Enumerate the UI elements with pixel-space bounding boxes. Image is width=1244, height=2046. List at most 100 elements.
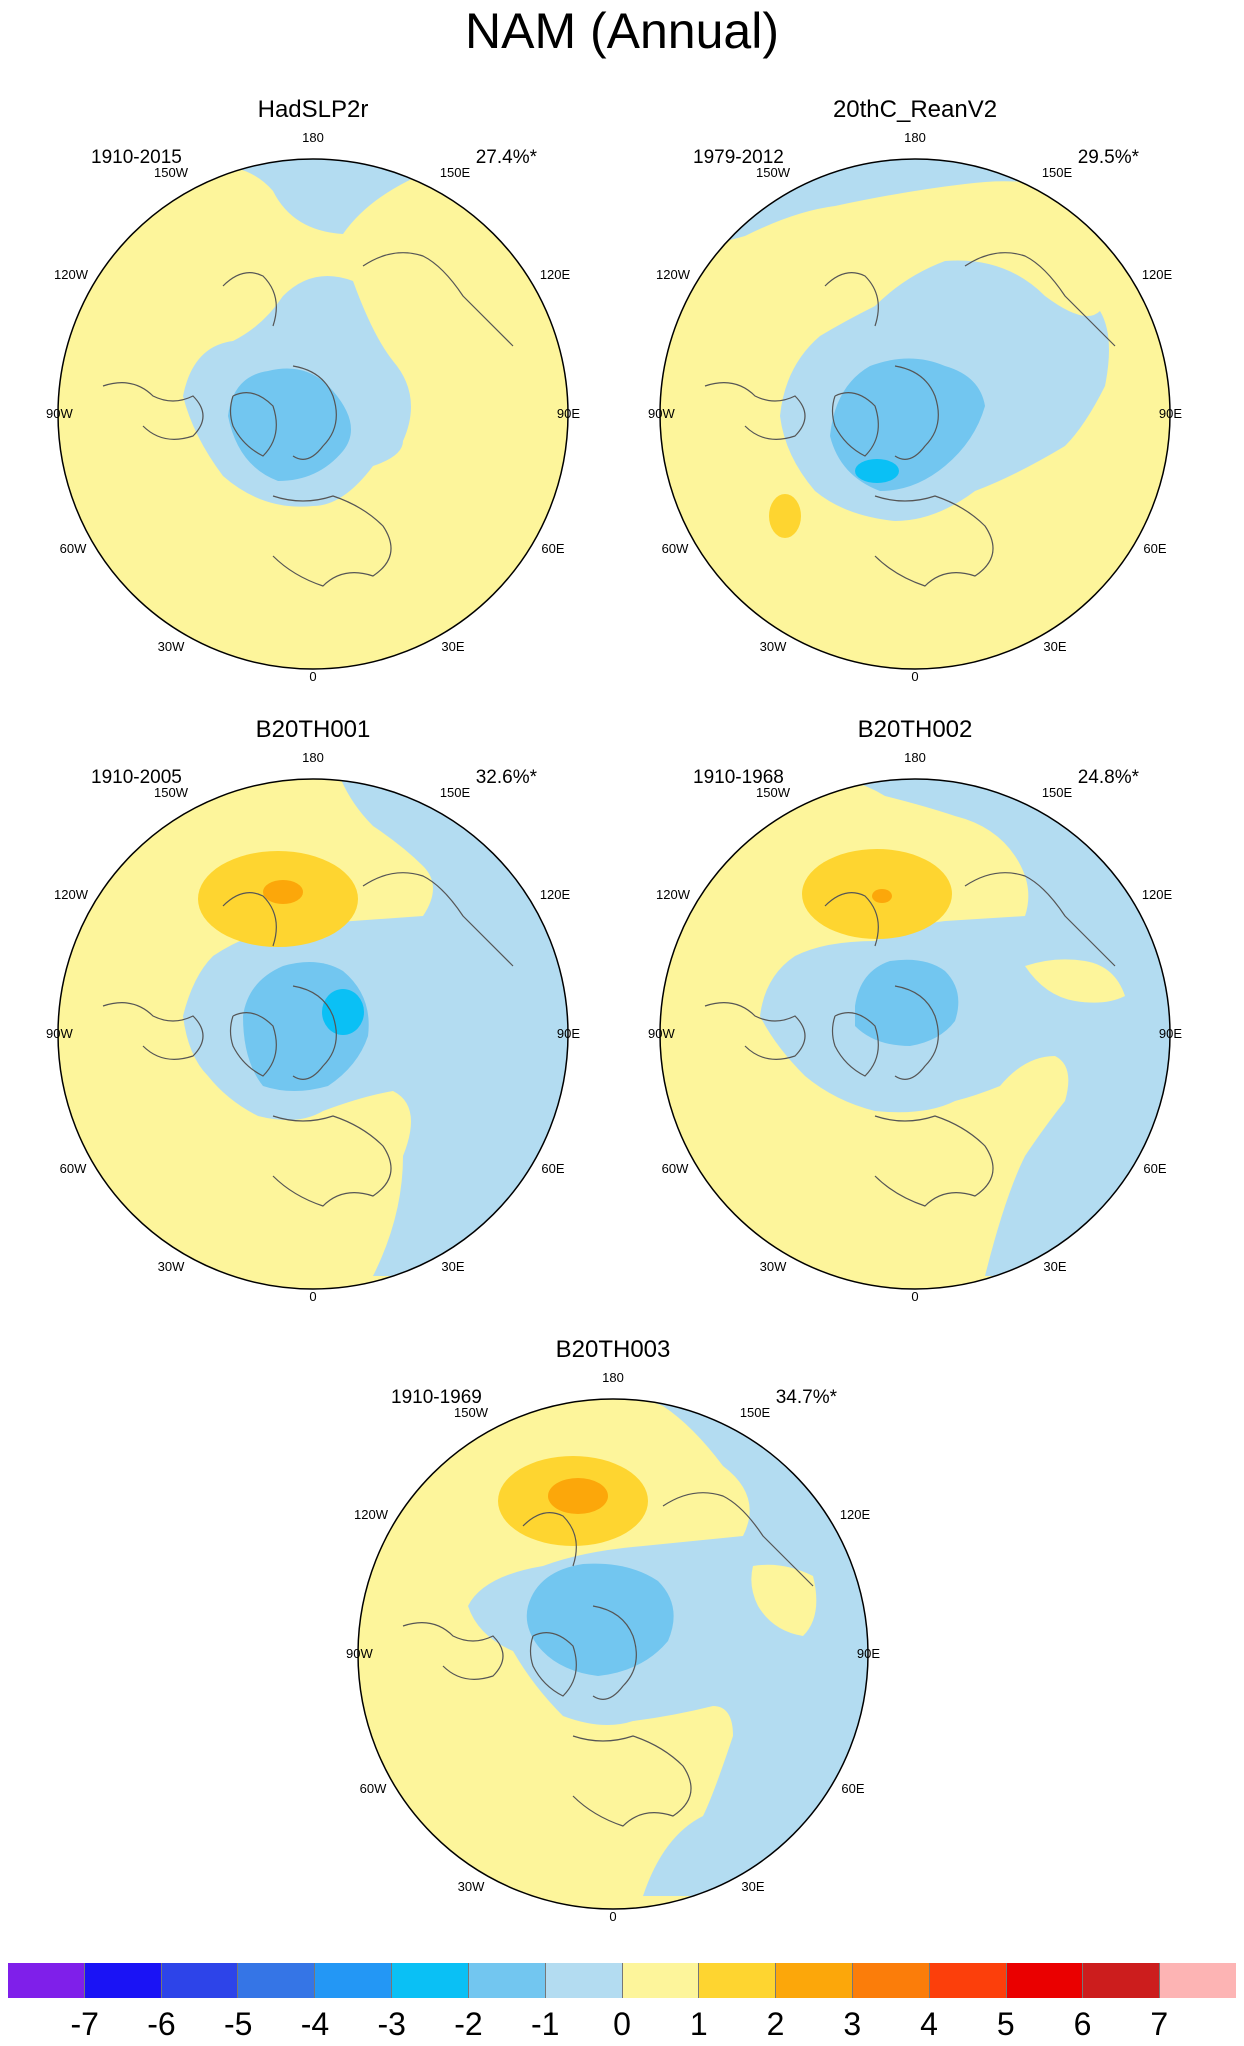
svg-text:0: 0: [309, 669, 316, 684]
colorbar-ticks: -7 -6 -5 -4 -3 -2 -1 0 1 2 3 4 5 6 7: [8, 2006, 1236, 2046]
map-boundary: [357, 1398, 869, 1910]
panel-variance: 27.4%*: [475, 147, 537, 168]
colorbar-tick-label: -6: [147, 2006, 176, 2042]
svg-text:90W: 90W: [46, 1026, 73, 1041]
colorbar: [8, 1963, 1236, 1998]
svg-text:90W: 90W: [46, 406, 73, 421]
panel-title: B20TH001: [255, 716, 371, 743]
longitude-labels: 180 150E 120E 90E 60E 30E 0 30W 60W 90W …: [46, 750, 580, 1304]
negative-region-peak: [855, 459, 899, 483]
map-panel-b20th003: B20TH003 1910-1969 34.7%* 180 150E 120E: [343, 1336, 883, 1936]
panel-variance: 24.8%*: [1077, 767, 1139, 788]
map-boundary: [659, 158, 1171, 670]
panel-title: B20TH002: [857, 716, 973, 743]
longitude-labels: 180 150E 120E 90E 60E 30E 0 30W 60W 90W …: [648, 750, 1182, 1304]
svg-text:120E: 120E: [1142, 887, 1173, 902]
coastlines: [102, 252, 514, 587]
polar-map-hadslp2r: 180 150E 120E 90E 60E 30E 0 30W 60W 90W …: [46, 130, 580, 684]
negative-region-core: [855, 959, 959, 1046]
coastlines: [704, 252, 1116, 587]
polar-map-20thc-reanv2: 180 150E 120E 90E 60E 30E 0 30W 60W 90W …: [648, 130, 1182, 684]
panel-variance: 29.5%*: [1077, 147, 1139, 168]
svg-text:60W: 60W: [662, 541, 689, 556]
colorbar-tick-label: -2: [454, 2006, 483, 2042]
colorbar-tick-label: 2: [766, 2006, 785, 2042]
svg-text:90W: 90W: [648, 406, 675, 421]
positive-region-core: [769, 494, 801, 538]
longitude-labels: 180 150E 120E 90E 60E 30E 0 30W 60W 90W …: [46, 130, 580, 684]
svg-text:150E: 150E: [1042, 785, 1073, 800]
svg-text:0: 0: [609, 1909, 616, 1924]
svg-text:90E: 90E: [1159, 1026, 1182, 1041]
colorbar-tick-label: -7: [70, 2006, 99, 2042]
negative-region-core: [228, 368, 351, 481]
panel-title: HadSLP2r: [257, 96, 369, 123]
svg-text:90W: 90W: [648, 1026, 675, 1041]
main-title: NAM (Annual): [465, 3, 779, 59]
svg-text:120W: 120W: [354, 1507, 389, 1522]
negative-region: [183, 779, 568, 1276]
svg-text:60E: 60E: [1143, 541, 1166, 556]
negative-region: [468, 1399, 868, 1896]
positive-region-peak: [548, 1478, 608, 1514]
map-panel-hadslp2r: HadSLP2r 1910-2015 27.4%* 180 150E 120E …: [43, 96, 583, 696]
colorbar-swatch: [238, 1963, 316, 1998]
colorbar-swatch: [1083, 1963, 1161, 1998]
colorbar-swatch: [8, 1963, 85, 1998]
positive-region-peak: [872, 889, 892, 903]
colorbar-tick-label: 5: [996, 2006, 1015, 2042]
svg-text:180: 180: [602, 1370, 624, 1385]
polar-map-b20th001: 180 150E 120E 90E 60E 30E 0 30W 60W 90W …: [46, 750, 580, 1304]
colorbar-swatch: [468, 1963, 546, 1998]
svg-text:60W: 60W: [662, 1161, 689, 1176]
map-boundary: [659, 778, 1171, 1290]
colorbar-swatch: [776, 1963, 853, 1998]
negative-region-core: [526, 1563, 674, 1676]
panel-period: 1910-2015: [91, 147, 182, 168]
colorbar-tick-label: -4: [300, 2006, 330, 2042]
svg-text:60W: 60W: [60, 541, 87, 556]
svg-text:120W: 120W: [656, 267, 691, 282]
svg-text:120E: 120E: [1142, 267, 1173, 282]
colorbar-tick-label: 6: [1073, 2006, 1092, 2042]
colorbar-tick-label: 0: [613, 2006, 631, 2042]
colorbar-tick-label: 3: [843, 2006, 862, 2042]
svg-text:150E: 150E: [440, 165, 471, 180]
colorbar-tick-label: 7: [1150, 2006, 1169, 2042]
colorbar-swatch: [699, 1963, 777, 1998]
svg-text:150W: 150W: [154, 165, 189, 180]
coastlines: [402, 1492, 814, 1827]
svg-text:150W: 150W: [454, 1405, 489, 1420]
svg-text:180: 180: [302, 130, 324, 145]
longitude-labels: 180 150E 120E 90E 60E 30E 0 30W 60W 90W …: [648, 130, 1182, 684]
longitude-labels: 180 150E 120E 90E 60E 30E 0 30W 60W 90W …: [346, 1370, 880, 1924]
svg-text:0: 0: [911, 1289, 918, 1304]
svg-text:180: 180: [904, 750, 926, 765]
panel-period: 1910-2005: [91, 767, 182, 788]
panel-period: 1979-2012: [693, 147, 784, 168]
svg-text:180: 180: [904, 130, 926, 145]
svg-text:150W: 150W: [756, 165, 791, 180]
svg-text:30W: 30W: [158, 1259, 185, 1274]
panel-title: B20TH003: [555, 1336, 671, 1363]
svg-text:150E: 150E: [1042, 165, 1073, 180]
svg-text:150E: 150E: [740, 1405, 771, 1420]
negative-region: [760, 779, 1170, 1276]
colorbar-swatch: [929, 1963, 1007, 1998]
panel-variance: 32.6%*: [475, 767, 537, 788]
colorbar-tick-label: -1: [531, 2006, 560, 2042]
panel-period: 1910-1968: [693, 767, 784, 788]
svg-text:30E: 30E: [1043, 1259, 1066, 1274]
positive-region: [1025, 959, 1125, 1003]
svg-text:30E: 30E: [1043, 639, 1066, 654]
svg-text:90W: 90W: [346, 1646, 373, 1661]
map-panel-b20th001: B20TH001 1910-2005 32.6%* 180 150E 120E: [43, 716, 583, 1316]
panel-period: 1910-1969: [391, 1387, 482, 1408]
svg-text:150E: 150E: [440, 785, 471, 800]
svg-text:90E: 90E: [557, 406, 580, 421]
map-panel-b20th002: B20TH002 1910-1968 24.8%* 180 150E 120E: [645, 716, 1185, 1316]
positive-region-peak: [263, 880, 303, 904]
svg-text:120W: 120W: [54, 267, 89, 282]
polar-map-b20th002: 180 150E 120E 90E 60E 30E 0 30W 60W 90W …: [648, 750, 1182, 1304]
svg-text:30E: 30E: [441, 1259, 464, 1274]
